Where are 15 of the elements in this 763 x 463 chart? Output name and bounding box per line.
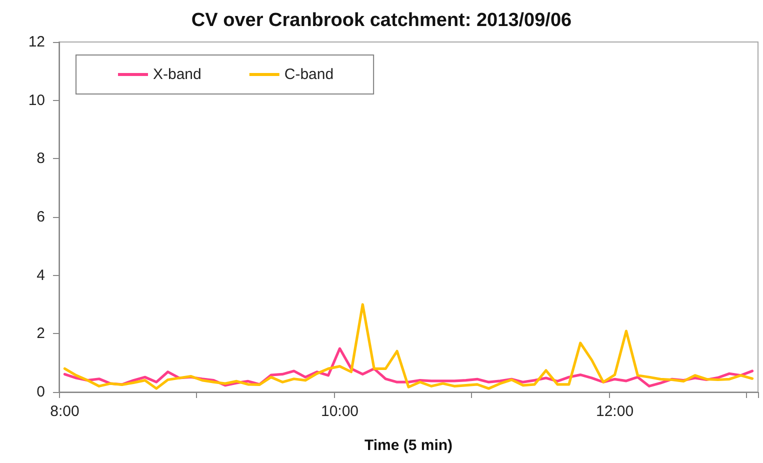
x-tick-label: 10:00 <box>320 403 359 420</box>
y-tick-label: 12 <box>28 34 45 50</box>
y-tick-label: 10 <box>28 92 45 109</box>
y-tick-label: 2 <box>36 325 45 342</box>
legend-label: X-band <box>153 66 202 83</box>
x-tick-label: 8:00 <box>50 403 80 420</box>
y-tick-label: 4 <box>36 266 45 284</box>
x-tick-label: 12:00 <box>596 403 634 420</box>
x-axis-title: Time (5 min) <box>364 437 453 454</box>
y-tick-label: 0 <box>36 384 45 400</box>
legend-label: C-band <box>284 66 334 83</box>
line-series <box>63 303 754 390</box>
y-tick-label: 6 <box>36 208 45 226</box>
chart-title: CV over Cranbrook catchment: 2013/09/06 <box>191 10 572 31</box>
y-tick-label: 8 <box>36 150 45 168</box>
